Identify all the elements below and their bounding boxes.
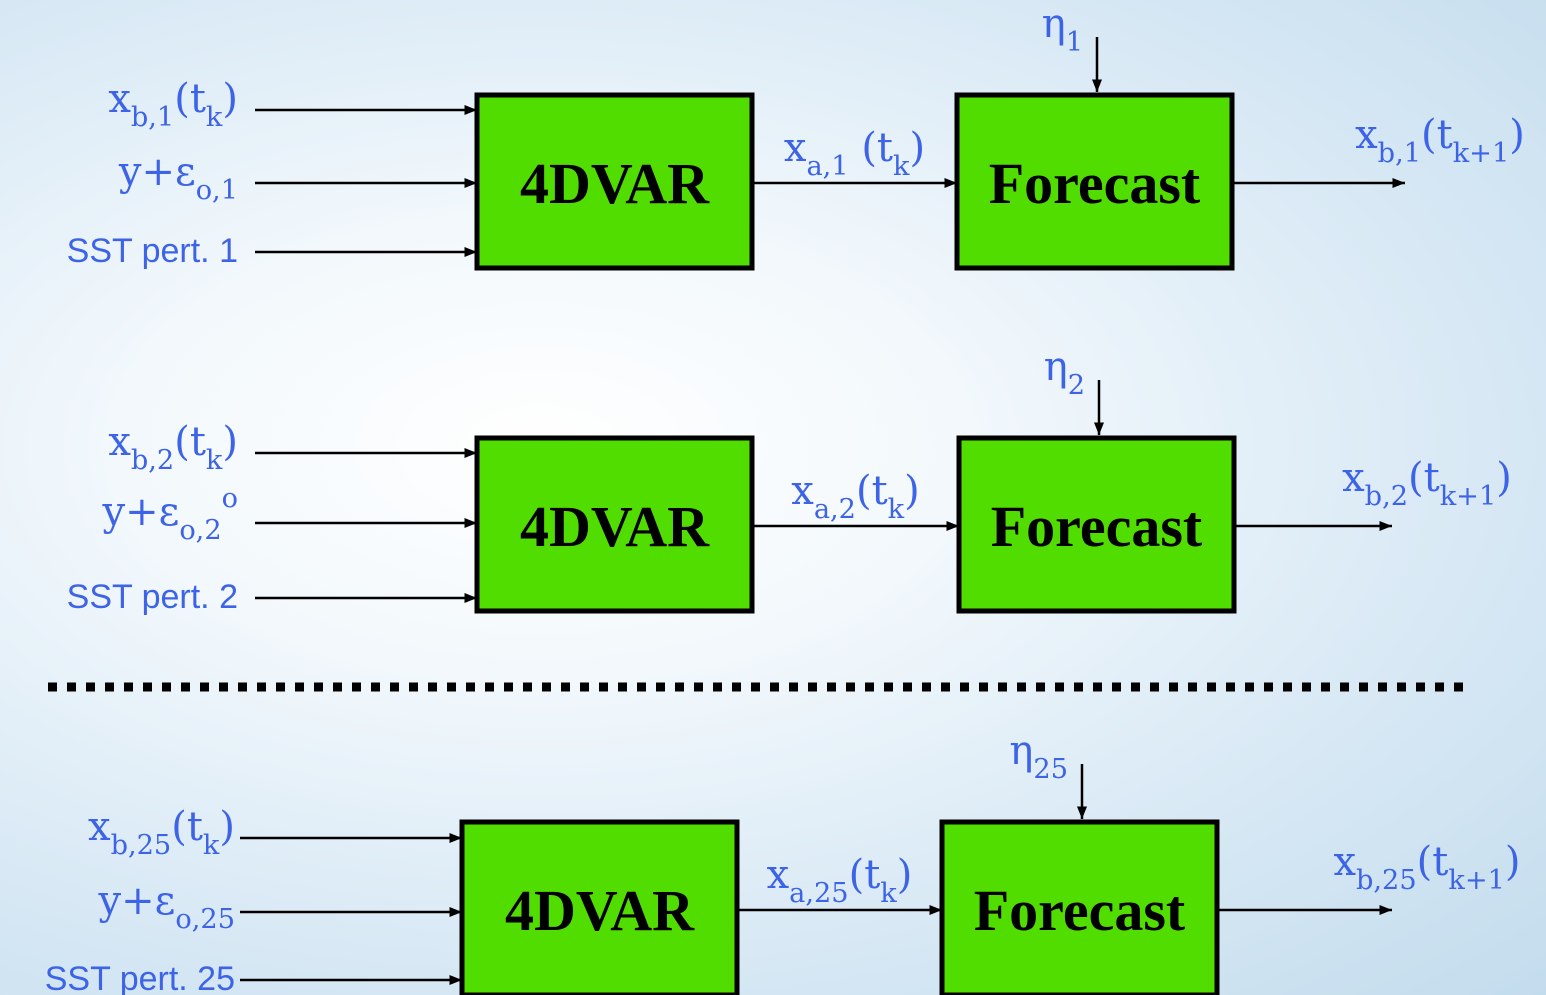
output-label: xb,1(tk+1) (1355, 112, 1525, 169)
label-text: x (1342, 455, 1365, 501)
label-sub: k+1 (1440, 481, 1497, 512)
label-text: (t (1417, 839, 1449, 885)
input-label: SST pert. 2 (67, 578, 238, 616)
label-sup: o (222, 483, 238, 514)
label-sub: b,2 (1365, 481, 1408, 512)
label-text: ) (1496, 455, 1512, 501)
label-text: η (1009, 728, 1033, 774)
analysis-output-label: xa,1 (tk) (784, 125, 925, 182)
input-label: xb,2(tk) (108, 419, 238, 476)
label-text: (t (856, 468, 888, 514)
label-sub: 25 (1033, 754, 1068, 785)
label-text: SST pert. 2 (67, 578, 238, 616)
label-text: x (108, 76, 131, 122)
label-text: SST pert. 1 (67, 232, 238, 270)
analysis-label: 4DVAR (520, 494, 710, 559)
label-text: x (767, 852, 790, 898)
label-sub: 1 (1066, 27, 1083, 58)
analysis-label: 4DVAR (505, 878, 695, 943)
label-sub: o,1 (196, 175, 238, 206)
model-label: Forecast (989, 151, 1201, 216)
label-sub: k (203, 830, 220, 861)
label-sub: k+1 (1448, 865, 1505, 896)
label-text: (t (849, 852, 881, 898)
label-sub: b,25 (111, 830, 172, 861)
label-sub: k (880, 878, 897, 909)
label-text: y+ε (98, 878, 176, 924)
output-label: xb,25(tk+1) (1333, 839, 1520, 896)
label-sub: k (206, 445, 223, 476)
label-sub: b,25 (1356, 865, 1417, 896)
input-label: SST pert. 25 (45, 960, 235, 995)
label-text: (t (1408, 455, 1440, 501)
label-sub: b,1 (1378, 138, 1421, 169)
label-text: ) (1505, 839, 1521, 885)
label-sub: k+1 (1453, 138, 1510, 169)
label-text: (t (174, 76, 206, 122)
input-label: y+εo,1 (118, 149, 238, 206)
analysis-output-label: xa,2(tk) (791, 468, 920, 525)
input-label: y+εo,25 (98, 878, 235, 935)
label-text: η (1042, 1, 1066, 47)
label-text: (t (171, 804, 203, 850)
label-sub: b,2 (131, 445, 174, 476)
label-sub: a,25 (789, 878, 848, 909)
diagram: xb,1(tk)y+εo,1SST pert. 14DVARxa,1 (tk)F… (0, 0, 1546, 995)
label-sub: a,1 (806, 151, 848, 182)
label-sub: b,1 (131, 102, 174, 133)
label-text: (t (849, 125, 893, 171)
label-text: (t (174, 419, 206, 465)
model-label: Forecast (974, 878, 1186, 943)
model-label: Forecast (991, 494, 1203, 559)
label-text: SST pert. 25 (45, 960, 235, 995)
input-label: y+εo,2o (101, 483, 238, 546)
analysis-output-label: xa,25(tk) (767, 852, 913, 909)
label-text: ) (897, 852, 913, 898)
input-label: xb,1(tk) (108, 76, 238, 133)
label-text: ) (1509, 112, 1525, 158)
label-text: y+ε (101, 489, 179, 535)
label-text: ) (219, 804, 235, 850)
label-text: x (784, 125, 807, 171)
input-label: SST pert. 1 (67, 232, 238, 270)
label-sub: a,2 (814, 494, 856, 525)
output-label: xb,2(tk+1) (1342, 455, 1512, 512)
noise-label: η25 (1009, 728, 1068, 785)
label-text: ) (222, 76, 238, 122)
label-text: y+ε (118, 149, 196, 195)
label-text: ) (910, 125, 926, 171)
label-text: (t (1421, 112, 1453, 158)
label-text: ) (904, 468, 920, 514)
label-sub: o,2 (179, 515, 221, 546)
label-text: ) (222, 419, 238, 465)
label-sub: k (893, 151, 910, 182)
label-text: x (88, 804, 111, 850)
label-text: x (1333, 839, 1356, 885)
label-sub: k (206, 102, 223, 133)
label-text: x (1355, 112, 1378, 158)
label-sub: k (888, 494, 905, 525)
label-text: x (791, 468, 814, 514)
label-sub: o,25 (175, 904, 235, 935)
noise-label: η1 (1042, 1, 1083, 58)
label-text: x (108, 419, 131, 465)
noise-label: η2 (1044, 344, 1085, 401)
label-sub: 2 (1068, 370, 1085, 401)
input-label: xb,25(tk) (88, 804, 235, 861)
label-text: η (1044, 344, 1068, 390)
analysis-label: 4DVAR (520, 151, 710, 216)
